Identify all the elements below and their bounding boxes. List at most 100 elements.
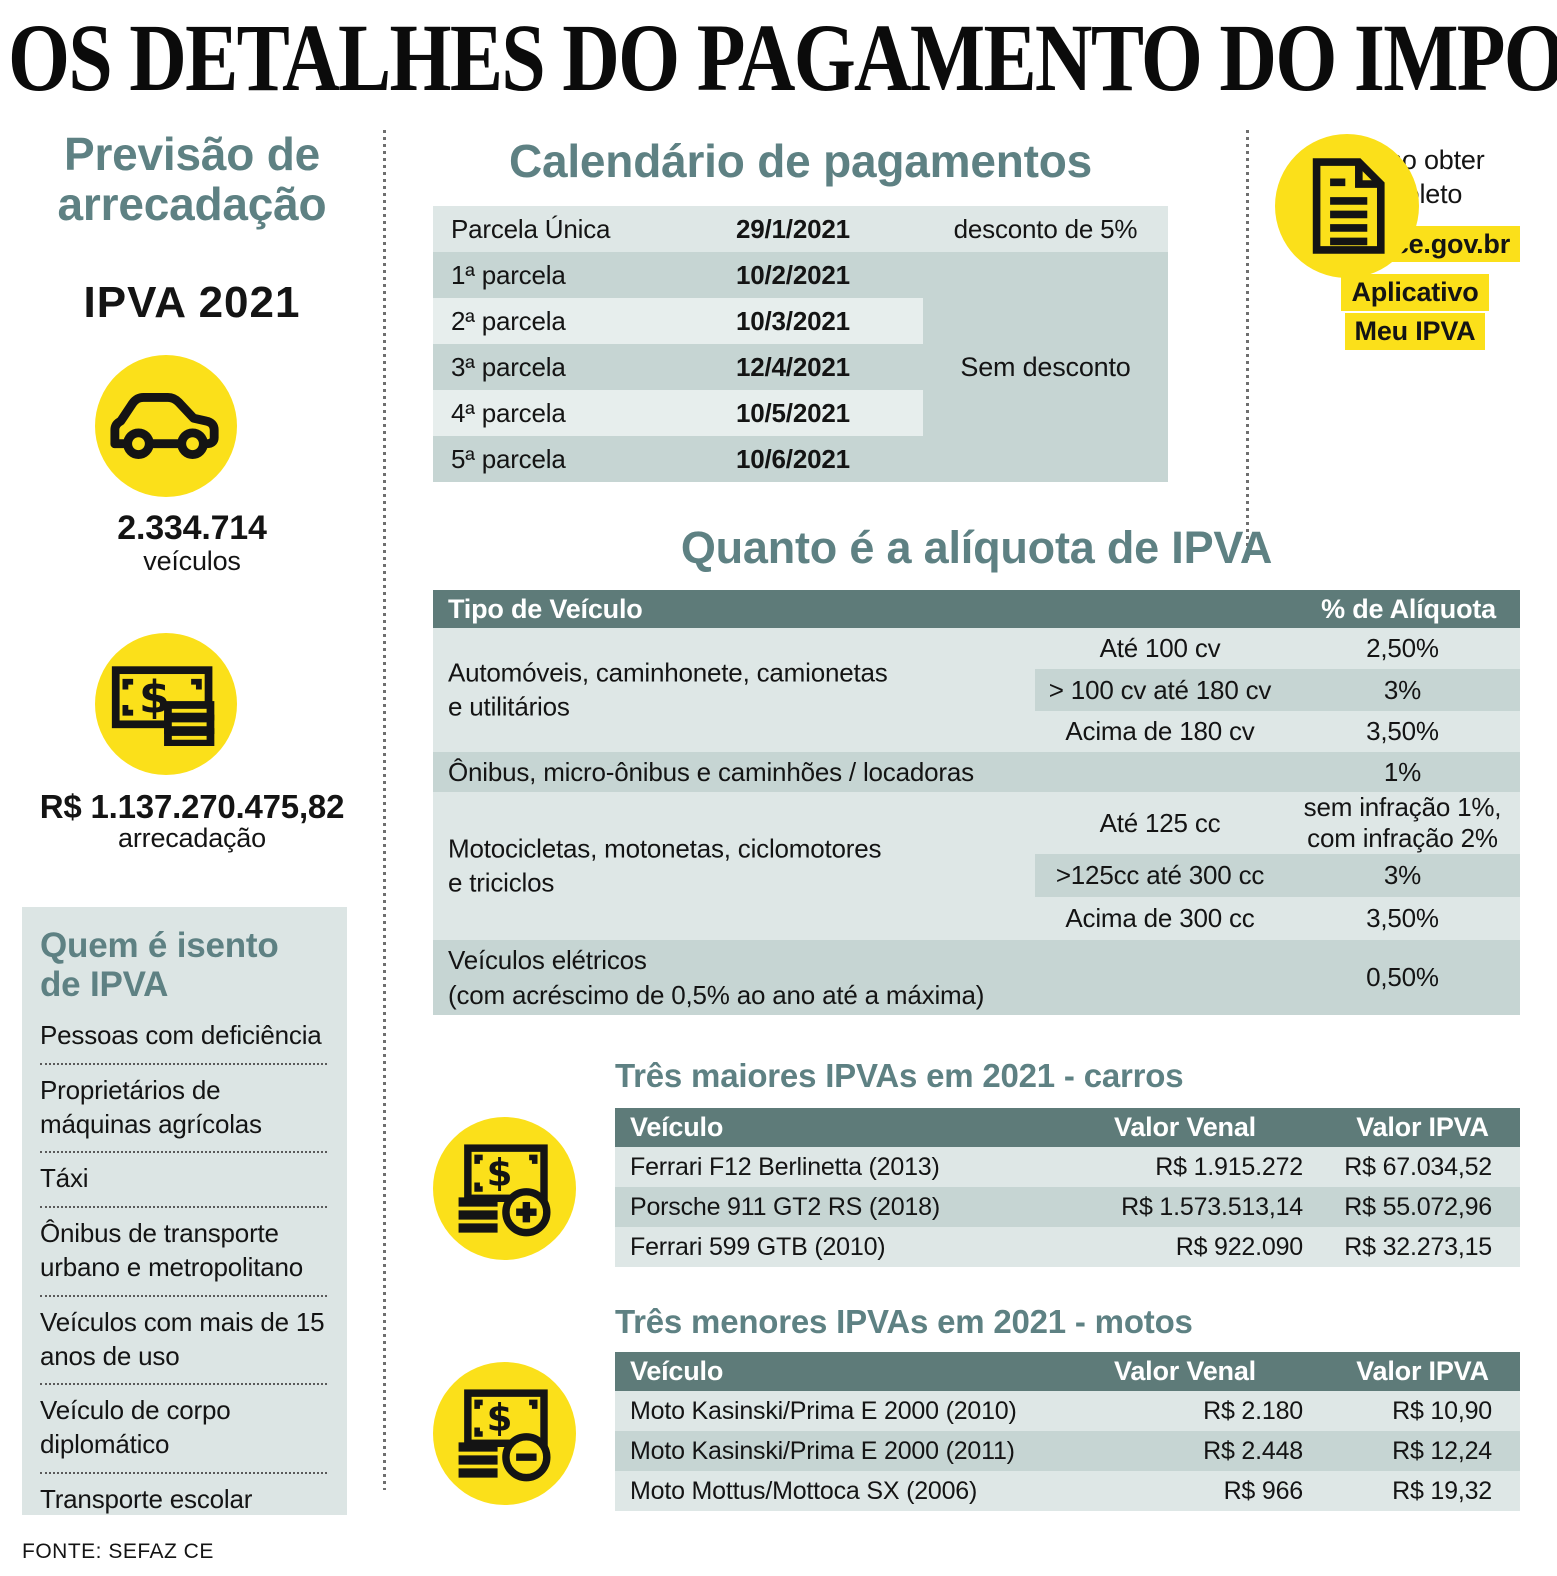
installment-date: 10/5/2021 — [736, 397, 850, 428]
vehicle-name: Moto Mottus/Mottoca SX (2006) — [630, 1476, 978, 1505]
col-header-rate: % de Alíquota — [1321, 593, 1496, 624]
vehicle-type-label: Ônibus, micro-ônibus e caminhões / locad… — [448, 756, 974, 787]
installment-note: desconto de 5% — [923, 206, 1168, 252]
app-label-line1: Aplicativo — [1341, 274, 1489, 311]
installment-date: 10/3/2021 — [736, 305, 850, 336]
exempt-item: Transporte escolar — [40, 1483, 253, 1514]
ipva-value: R$ 19,32 — [1392, 1476, 1492, 1505]
ipva-value: R$ 32.273,15 — [1344, 1232, 1492, 1261]
ipva-value: R$ 55.072,96 — [1344, 1192, 1492, 1221]
table-row: 3ª parcela 12/4/2021 — [433, 344, 1168, 390]
revenue-label: arrecadação — [118, 823, 266, 853]
venal-value: R$ 922.090 — [1175, 1232, 1303, 1261]
low-motos-badge: $ — [433, 1362, 576, 1505]
table-row: 4ª parcela 10/5/2021 — [433, 390, 1168, 436]
aliquota-subrow: Acima de 300 cc 3,50% — [1035, 897, 1520, 940]
venal-value: R$ 2.180 — [1203, 1396, 1303, 1425]
calendar-table: Sem desconto Parcela Única 29/1/2021 des… — [433, 206, 1168, 482]
calendar-title: Calendário de pagamentos — [508, 135, 1093, 187]
aliquota-header: Tipo de Veículo % de Alíquota — [433, 590, 1520, 628]
boleto-panel: Como obter o boleto sefaz.ce.gov.br Apli… — [1275, 134, 1555, 350]
vehicle-name: Ferrari 599 GTB (2010) — [630, 1232, 886, 1261]
aliquota-subrow: Até 125 cc sem infração 1%, com infração… — [1035, 792, 1520, 854]
displacement-range: >125cc até 300 cc — [1055, 860, 1265, 890]
vehicles-count: 2.334.714 — [117, 509, 267, 547]
displacement-range: Até 125 cc — [1099, 807, 1221, 838]
col-header-venal: Valor Venal — [1114, 1356, 1256, 1386]
venal-value: R$ 966 — [1223, 1476, 1304, 1505]
vehicle-type-label: Automóveis, caminhonete, camionetas e ut… — [448, 657, 888, 722]
svg-text:$: $ — [486, 1151, 512, 1194]
divider-left — [383, 130, 386, 1490]
rate-value: 3% — [1383, 674, 1422, 705]
vehicle-type-label: Veículos elétricos — [448, 945, 647, 976]
calendar-merged-note: Sem desconto — [923, 252, 1168, 482]
vehicle-type-note: (com acréscimo de 0,5% ao ano até a máxi… — [448, 979, 985, 1010]
table-row: 5ª parcela 10/6/2021 — [433, 436, 1168, 482]
rate-value: 0,50% — [1366, 962, 1439, 992]
aliquota-subrow: >125cc até 300 cc 3% — [1035, 854, 1520, 897]
power-range: Acima de 180 cv — [1065, 716, 1255, 746]
low-motos-table: Veículo Valor Venal Valor IPVA Moto Kasi… — [615, 1352, 1520, 1511]
vehicle-name: Moto Kasinski/Prima E 2000 (2011) — [630, 1436, 1015, 1465]
installment-label: 2ª parcela — [451, 305, 566, 336]
col-header-vehicle: Veículo — [630, 1112, 724, 1142]
aliquota-subrow: Até 100 cv 2,50% — [1035, 628, 1520, 669]
table-row: 1ª parcela 10/2/2021 — [433, 252, 1168, 298]
exempt-item: Ônibus de transporte urbano e metropolit… — [40, 1208, 327, 1297]
vehicle-name: Moto Kasinski/Prima E 2000 (2010) — [630, 1396, 1017, 1425]
money-icon: $ — [108, 662, 224, 746]
vehicles-badge — [95, 355, 237, 497]
installment-date: 10/2/2021 — [736, 259, 850, 290]
vehicle-type-label: Motocicletas, motonetas, ciclomotores e … — [448, 833, 882, 898]
col-header-ipva: Valor IPVA — [1356, 1112, 1489, 1142]
top-cars-table: Veículo Valor Venal Valor IPVA Ferrari F… — [615, 1108, 1520, 1267]
vehicle-name: Porsche 911 GT2 RS (2018) — [630, 1192, 940, 1221]
forecast-subtitle: IPVA 2021 — [83, 278, 301, 327]
app-label-line2: Meu IPVA — [1344, 312, 1486, 350]
aliquota-subrow: Acima de 180 cv 3,50% — [1035, 711, 1520, 752]
table-header: Veículo Valor Venal Valor IPVA — [615, 1352, 1520, 1391]
exempt-item: Veículo de corpo diplomático — [40, 1385, 327, 1474]
ipva-value: R$ 10,90 — [1392, 1396, 1492, 1425]
table-row: Ferrari F12 Berlinetta (2013) R$ 1.915.2… — [615, 1147, 1520, 1187]
power-range: > 100 cv até 180 cv — [1048, 674, 1272, 705]
installment-label: 1ª parcela — [451, 259, 566, 290]
top-cars-title: Três maiores IPVAs em 2021 - carros — [615, 1057, 1184, 1094]
installment-label: 3ª parcela — [451, 351, 566, 382]
ipva-value: R$ 67.034,52 — [1344, 1152, 1492, 1181]
table-row: Parcela Única 29/1/2021 desconto de 5% — [433, 206, 1168, 252]
venal-value: R$ 1.573.513,14 — [1121, 1192, 1303, 1221]
exempt-item: Pessoas com deficiência — [40, 1010, 327, 1065]
rate-value: 3,50% — [1366, 716, 1439, 746]
car-icon — [107, 388, 225, 464]
venal-value: R$ 1.915.272 — [1155, 1152, 1303, 1181]
table-header: Veículo Valor Venal Valor IPVA — [615, 1108, 1520, 1147]
boleto-badge — [1275, 134, 1419, 278]
installment-date: 10/6/2021 — [736, 443, 850, 474]
exempt-title: Quem é isento de IPVA — [40, 926, 279, 1004]
exempt-box: Quem é isento de IPVA Pessoas com defici… — [22, 907, 347, 1515]
rate-value: 1% — [1383, 756, 1422, 787]
aliquota-table: Tipo de Veículo % de Alíquota Automóveis… — [433, 590, 1520, 1015]
table-row: Moto Mottus/Mottoca SX (2006) R$ 966 R$ … — [615, 1471, 1520, 1511]
installment-label: 5ª parcela — [451, 443, 566, 474]
forecast-title: Previsão de arrecadação — [57, 128, 327, 230]
installment-date: 29/1/2021 — [736, 213, 850, 244]
installment-label: 4ª parcela — [451, 397, 566, 428]
vehicle-name: Ferrari F12 Berlinetta (2013) — [630, 1152, 940, 1181]
svg-text:$: $ — [486, 1396, 512, 1439]
source-credit: FONTE: SEFAZ CE — [22, 1540, 214, 1563]
revenue-badge: $ — [95, 633, 237, 775]
exempt-item: Táxi — [40, 1153, 327, 1209]
col-header-vehicle: Veículo — [630, 1356, 724, 1386]
rate-value: 2,50% — [1366, 633, 1439, 663]
rate-value: 3% — [1383, 860, 1422, 890]
divider-right — [1246, 130, 1249, 560]
aliquota-group-cars: Automóveis, caminhonete, camionetas e ut… — [433, 628, 1520, 752]
aliquota-row-electric: Veículos elétricos (com acréscimo de 0,5… — [433, 940, 1520, 1015]
aliquota-group-motorcycles: Motocicletas, motonetas, ciclomotores e … — [433, 792, 1520, 940]
aliquota-subrow: > 100 cv até 180 cv 3% — [1035, 669, 1520, 711]
aliquota-title: Quanto é a alíquota de IPVA — [680, 522, 1273, 573]
installment-date: 12/4/2021 — [736, 351, 850, 382]
